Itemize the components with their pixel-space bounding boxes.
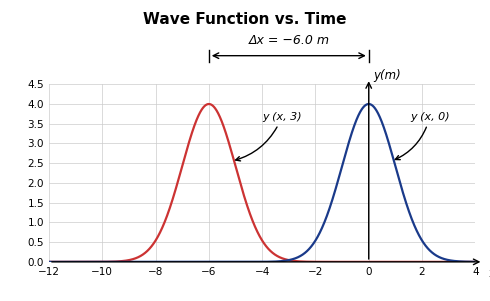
Text: x(m): x(m) (489, 267, 490, 280)
Text: y (x, 0): y (x, 0) (395, 112, 450, 160)
Text: y (x, 3): y (x, 3) (236, 112, 302, 161)
Text: Δx = −6.0 m: Δx = −6.0 m (248, 34, 329, 47)
Text: y(m): y(m) (373, 69, 401, 82)
Text: Wave Function vs. Time: Wave Function vs. Time (143, 12, 347, 27)
